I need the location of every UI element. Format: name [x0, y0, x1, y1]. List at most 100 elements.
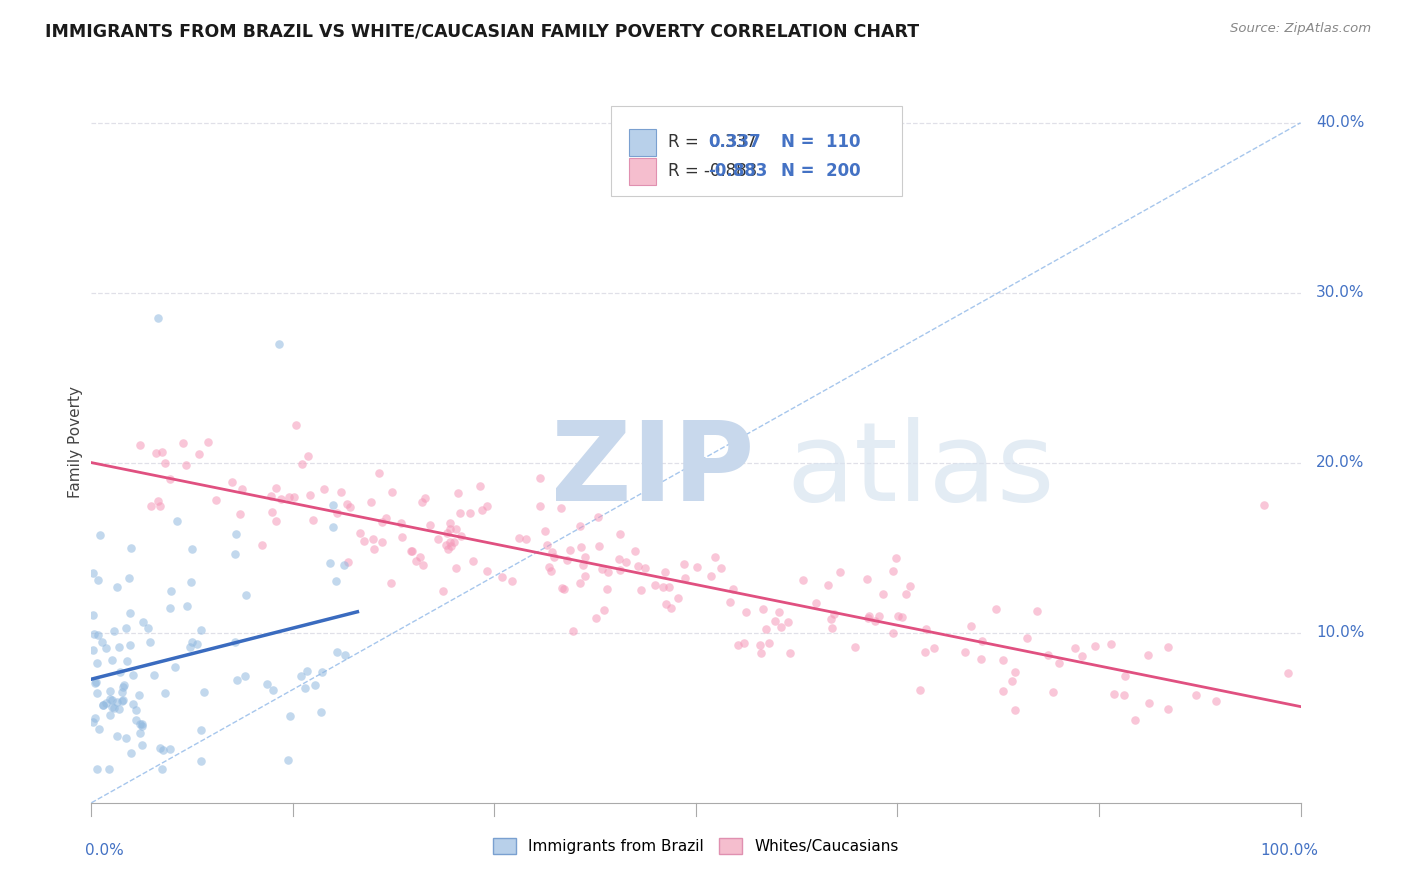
Point — [538, 559, 561, 574]
Point — [751, 646, 773, 660]
Point — [86, 762, 108, 776]
Point — [405, 554, 427, 568]
Point — [221, 475, 243, 489]
Y-axis label: Family Poverty: Family Poverty — [67, 385, 83, 498]
Point — [659, 601, 682, 615]
Point — [672, 557, 695, 571]
Point — [138, 621, 160, 635]
Point — [86, 686, 108, 700]
Point — [149, 500, 172, 514]
Point — [1114, 689, 1136, 703]
Point — [309, 705, 332, 719]
Point — [128, 438, 150, 452]
Point — [863, 615, 886, 629]
Text: R =  0.337: R = 0.337 — [668, 134, 756, 152]
Point — [336, 497, 359, 511]
Point — [710, 561, 733, 575]
Point — [120, 541, 142, 556]
Point — [304, 678, 326, 692]
Point — [82, 642, 104, 657]
Point — [821, 621, 844, 635]
Point — [146, 493, 169, 508]
Point — [776, 615, 799, 629]
Point — [817, 578, 839, 592]
Point — [322, 520, 344, 534]
Point — [1070, 648, 1092, 663]
Point — [630, 582, 652, 597]
Point — [991, 653, 1014, 667]
Point — [501, 574, 523, 588]
FancyBboxPatch shape — [630, 158, 657, 185]
Point — [1042, 684, 1064, 698]
Point — [634, 560, 657, 574]
Point — [319, 556, 342, 570]
Text: atlas: atlas — [786, 417, 1054, 524]
Point — [959, 619, 981, 633]
Point — [190, 624, 212, 638]
Point — [558, 543, 581, 558]
Point — [82, 714, 104, 729]
Point — [614, 555, 637, 569]
Point — [922, 640, 945, 655]
Point — [437, 542, 460, 557]
Text: N =  110: N = 110 — [780, 134, 860, 152]
Point — [450, 529, 472, 543]
Point — [654, 597, 676, 611]
Point — [401, 544, 423, 558]
Point — [686, 560, 709, 574]
FancyBboxPatch shape — [612, 105, 901, 196]
Point — [1001, 673, 1024, 688]
Point — [226, 673, 249, 688]
Point — [884, 551, 907, 566]
Point — [111, 694, 134, 708]
Point — [703, 550, 725, 565]
Point — [609, 564, 631, 578]
Point — [152, 743, 174, 757]
Legend: Immigrants from Brazil, Whites/Caucasians: Immigrants from Brazil, Whites/Caucasian… — [486, 832, 905, 860]
Point — [541, 545, 564, 559]
Point — [765, 614, 787, 628]
Point — [153, 685, 176, 699]
Point — [225, 526, 247, 541]
Point — [229, 507, 252, 521]
Text: 100.0%: 100.0% — [1261, 843, 1319, 857]
Point — [914, 645, 936, 659]
Point — [1026, 604, 1049, 618]
Point — [91, 635, 114, 649]
Point — [132, 615, 155, 630]
Point — [770, 620, 793, 634]
FancyBboxPatch shape — [630, 128, 657, 156]
Point — [188, 447, 211, 461]
Point — [754, 622, 776, 636]
Point — [371, 535, 394, 549]
Point — [768, 605, 790, 619]
Point — [100, 707, 122, 722]
Point — [190, 723, 212, 737]
Point — [666, 591, 689, 606]
Point — [412, 558, 434, 573]
Point — [235, 588, 257, 602]
Point — [529, 499, 551, 513]
Point — [779, 646, 801, 660]
Point — [1084, 640, 1107, 654]
Point — [748, 638, 770, 652]
Point — [449, 506, 471, 520]
Point — [461, 554, 484, 568]
Point — [107, 640, 129, 655]
Point — [302, 513, 325, 527]
Point — [609, 527, 631, 541]
Point — [103, 624, 125, 638]
Point — [120, 747, 142, 761]
Point — [443, 535, 465, 549]
Point — [607, 551, 630, 566]
Point — [651, 580, 673, 594]
Point — [458, 506, 481, 520]
Point — [1136, 648, 1159, 662]
Point — [1184, 688, 1206, 702]
Point — [250, 539, 273, 553]
Point — [131, 719, 153, 733]
Point — [910, 682, 932, 697]
Point — [588, 539, 610, 553]
Point — [94, 697, 117, 711]
Point — [882, 626, 904, 640]
